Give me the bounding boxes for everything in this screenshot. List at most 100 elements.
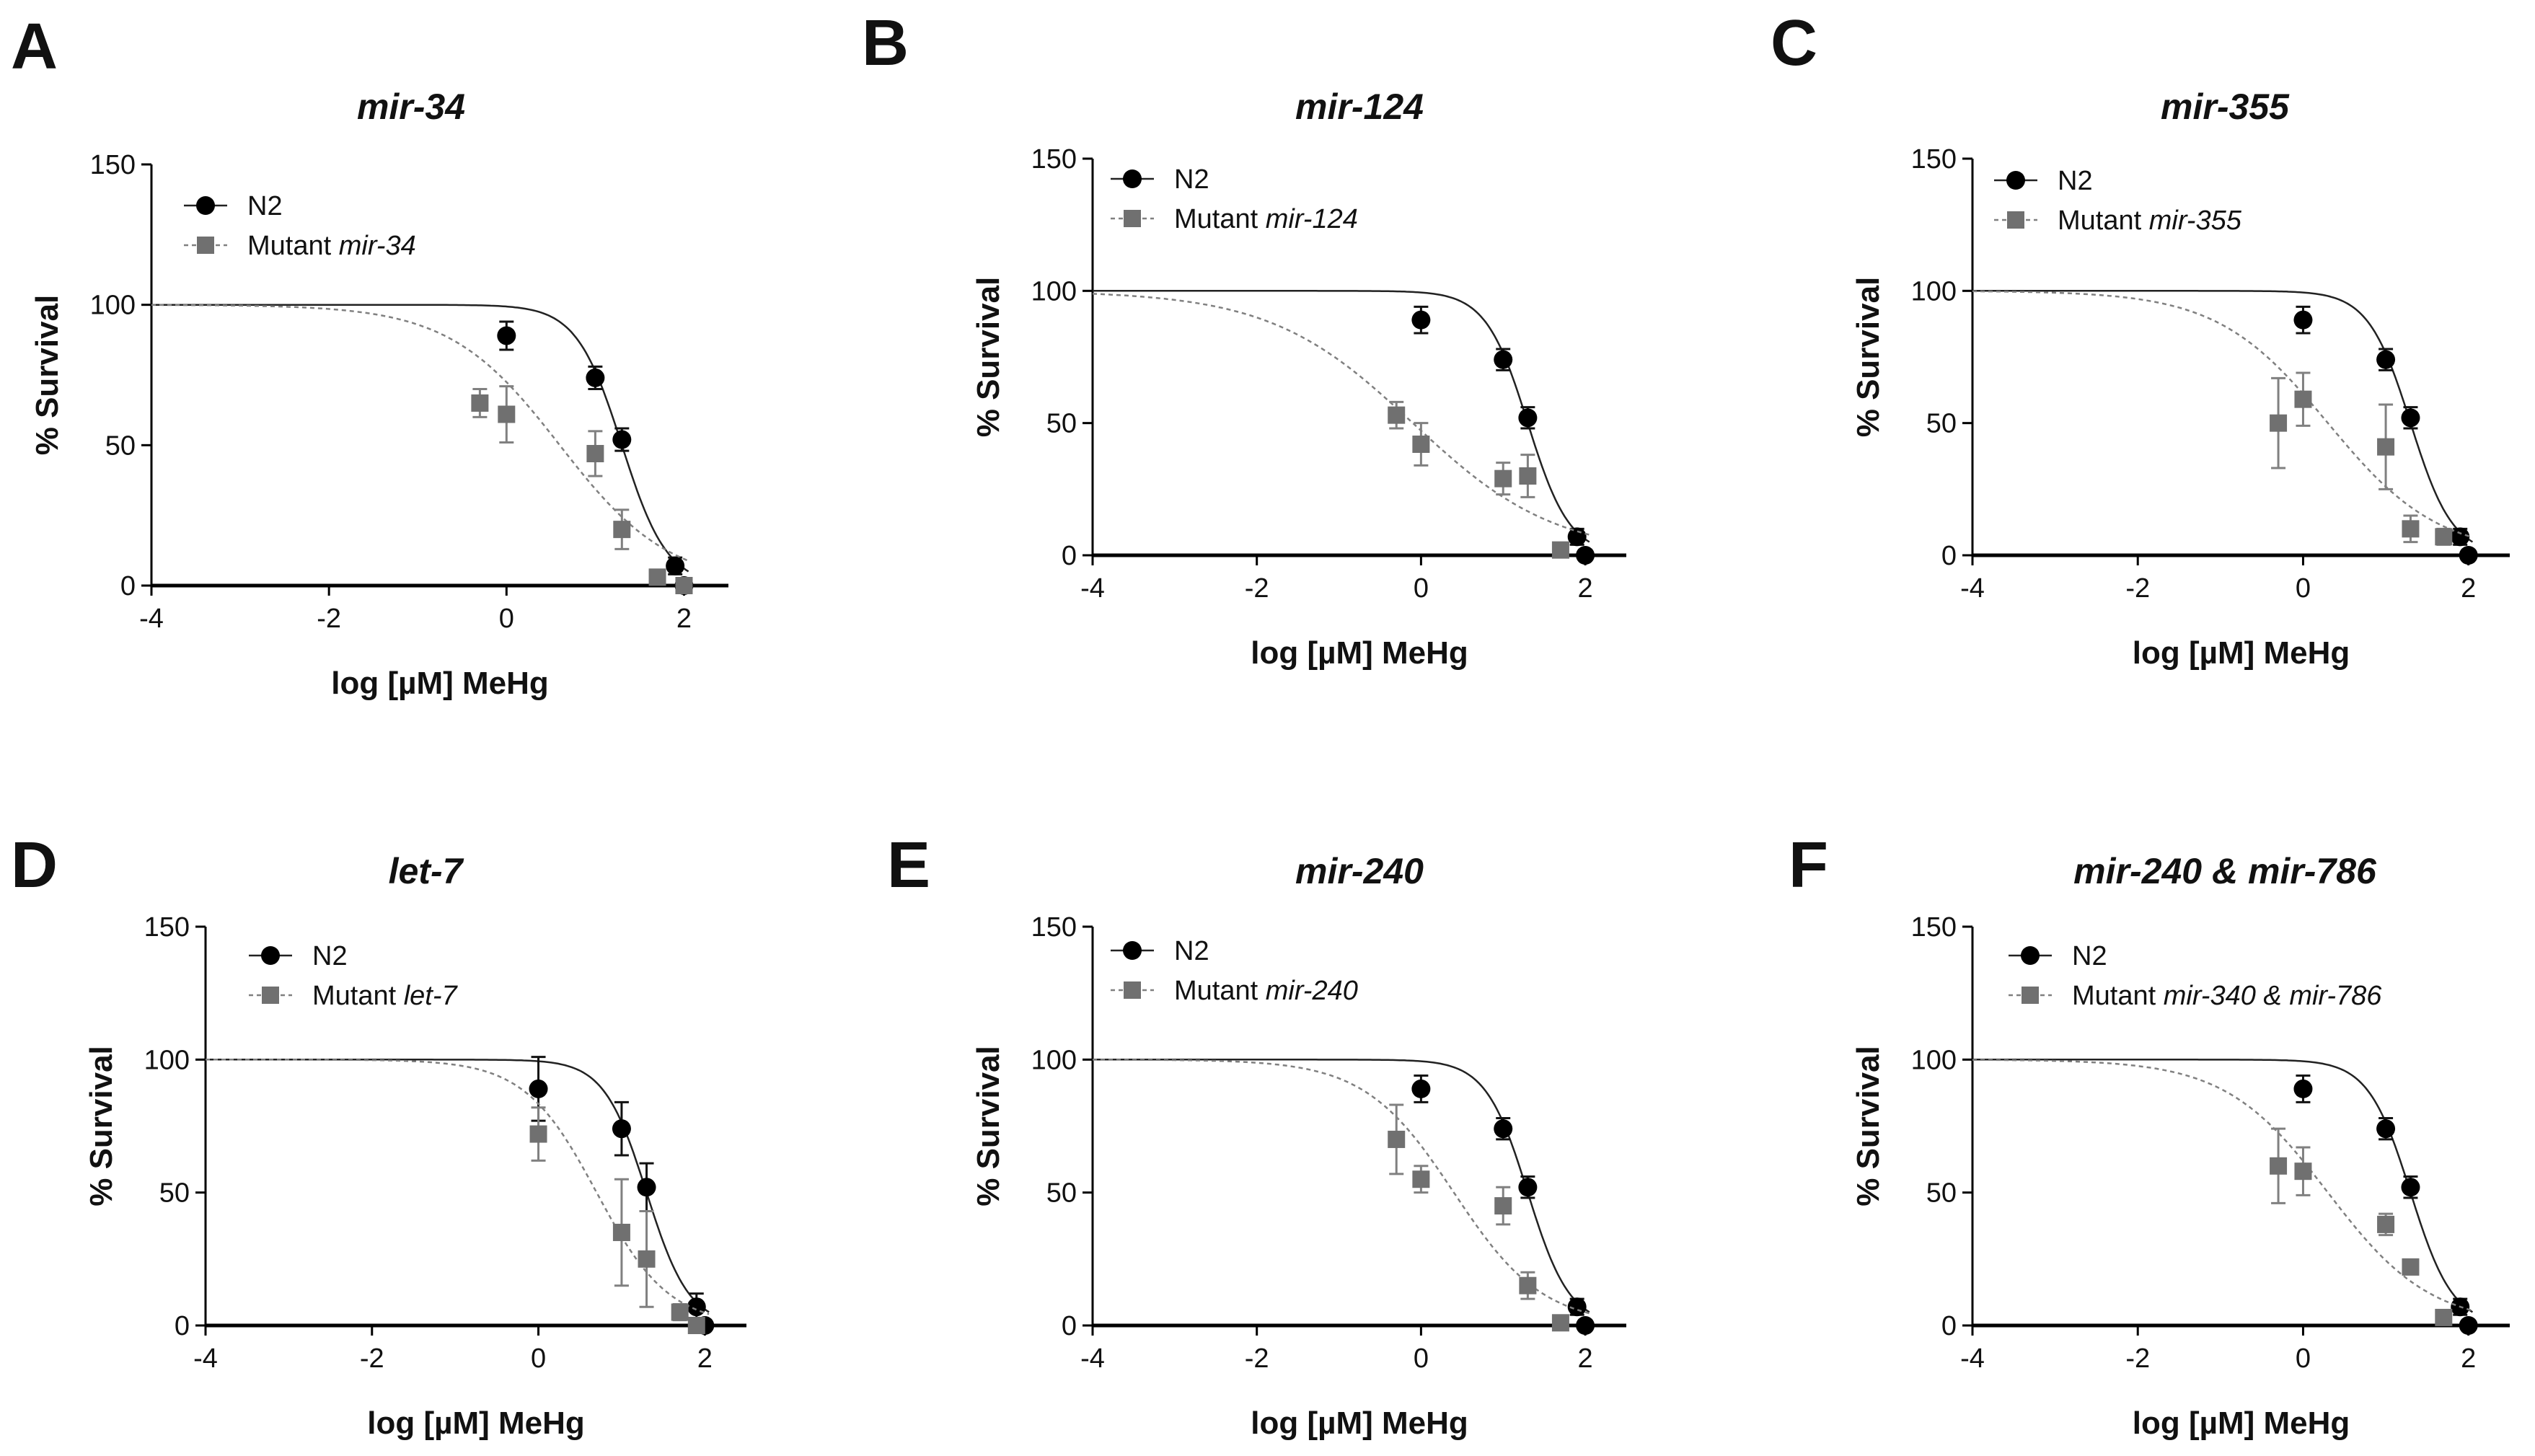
x-tick-label: 0 [499, 604, 514, 634]
data-point [1576, 1316, 1595, 1335]
x-tick-label: 2 [1578, 1344, 1593, 1374]
data-point [687, 1297, 706, 1317]
x-tick-label: -4 [1960, 1344, 1985, 1374]
fit-curve [1972, 290, 2473, 539]
legend: N2 Mutant mir-240 [1111, 936, 1358, 1006]
chart-title: mir-240 & mir-786 [2073, 851, 2377, 891]
data-point [2451, 527, 2470, 547]
series-n2 [1093, 290, 1595, 565]
data-point [2294, 390, 2312, 408]
y-tick-label: 50 [159, 1178, 190, 1209]
data-point [2459, 546, 2478, 565]
series-mutant [1972, 1059, 2473, 1326]
data-point [2459, 1316, 2478, 1335]
legend-label: N2 [2072, 941, 2107, 971]
data-point [1494, 1119, 1513, 1139]
legend-marker [1124, 981, 1141, 999]
y-axis-label: % Survival [1851, 277, 1886, 438]
data-point [666, 556, 685, 575]
y-axis-label: % Survival [30, 295, 65, 456]
data-point [586, 368, 605, 387]
panel-letter: F [1789, 829, 1828, 901]
data-point [2402, 1258, 2420, 1276]
y-tick-label: 150 [90, 150, 136, 180]
y-axis-label: % Survival [971, 277, 1006, 438]
x-tick-label: -2 [360, 1344, 384, 1374]
series-n2 [206, 1056, 715, 1335]
fit-curve [1093, 1059, 1590, 1313]
legend-label: Mutant mir-340 & mir-786 [2072, 981, 2382, 1011]
y-axis-label: % Survival [1851, 1046, 1886, 1206]
data-point [613, 521, 631, 539]
x-tick-label: 2 [676, 604, 692, 634]
legend-label: Mutant mir-124 [1174, 204, 1358, 234]
data-point [1388, 1130, 1406, 1148]
legend: N2 Mutant mir-124 [1111, 164, 1358, 234]
x-axis-label: log [µM] MeHg [1251, 1406, 1468, 1441]
y-tick-label: 100 [1911, 1045, 1957, 1075]
data-point [2293, 1079, 2313, 1098]
y-tick-label: 150 [1911, 912, 1957, 943]
legend-marker [262, 987, 279, 1004]
fit-curve [151, 304, 689, 573]
data-point [1494, 469, 1512, 487]
data-point [1518, 408, 1538, 428]
data-point [2270, 414, 2288, 432]
fit-curve [1972, 1059, 2474, 1313]
x-tick-label: 0 [531, 1344, 546, 1374]
legend: N2 Mutant let-7 [249, 941, 459, 1011]
panel-letter: A [11, 11, 58, 83]
legend-label: N2 [312, 941, 348, 971]
y-tick-label: 150 [144, 912, 190, 943]
data-point [1551, 541, 1569, 559]
legend-marker [261, 946, 280, 965]
data-point [1551, 1314, 1569, 1332]
fit-curve [1092, 293, 1590, 536]
data-point [2293, 310, 2313, 330]
data-point [2377, 438, 2395, 456]
data-point [687, 1317, 705, 1334]
y-axis-label: % Survival [971, 1046, 1006, 1206]
series-mutant [1092, 1059, 1590, 1332]
fit-curve [1972, 1059, 2473, 1312]
data-point [1518, 1178, 1538, 1197]
chart-title: mir-124 [1295, 87, 1424, 127]
y-tick-label: 50 [1926, 409, 1957, 439]
data-point [1519, 467, 1537, 485]
x-axis-label: log [µM] MeHg [1251, 635, 1468, 671]
series-mutant [1972, 290, 2473, 546]
x-tick-label: 0 [1414, 1344, 1429, 1374]
data-point [1412, 1170, 1430, 1188]
data-point [1412, 436, 1430, 453]
legend-label: Mutant let-7 [312, 981, 459, 1011]
legend-marker [2007, 211, 2024, 229]
legend-label: N2 [247, 191, 283, 221]
legend-label: Mutant mir-355 [2058, 206, 2242, 236]
x-tick-label: 2 [2461, 573, 2476, 604]
x-tick-label: -2 [317, 604, 341, 634]
y-tick-label: 150 [1031, 144, 1077, 175]
x-tick-label: -4 [1080, 573, 1105, 604]
legend: N2 Mutant mir-340 & mir-786 [2009, 941, 2382, 1011]
data-point [1388, 406, 1406, 424]
series-mutant [1092, 293, 1590, 559]
chart-title: mir-34 [357, 87, 465, 127]
x-tick-label: -4 [139, 604, 164, 634]
y-tick-label: 100 [1031, 276, 1077, 306]
data-point [529, 1079, 548, 1098]
x-tick-label: 2 [697, 1344, 713, 1374]
y-axis-label: % Survival [84, 1046, 119, 1206]
legend-marker [1123, 169, 1142, 188]
legend-label: Mutant mir-34 [247, 231, 416, 261]
data-point [1494, 350, 1513, 369]
data-point [1567, 1297, 1587, 1317]
series-n2 [1972, 290, 2478, 565]
legend-marker [2022, 987, 2039, 1004]
y-tick-label: 0 [1941, 541, 1957, 571]
data-point [2435, 528, 2453, 546]
series-n2 [151, 304, 694, 595]
legend-marker [196, 196, 215, 215]
